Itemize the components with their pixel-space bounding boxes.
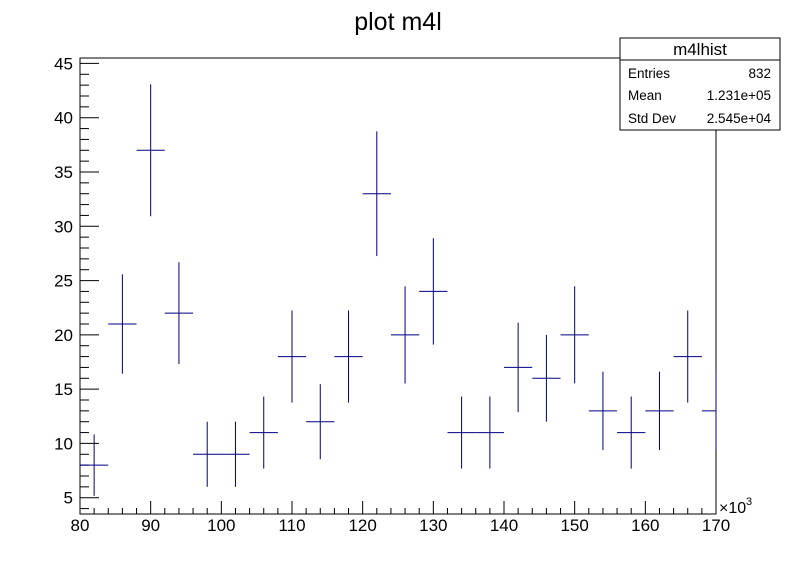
y-tick-label: 30 xyxy=(54,217,73,236)
data-point xyxy=(475,396,504,469)
y-tick-label: 15 xyxy=(54,380,73,399)
plot-frame xyxy=(79,57,717,515)
x-tick-label: 80 xyxy=(71,516,90,535)
stats-box-title: m4lhist xyxy=(673,40,727,59)
y-tick-label: 20 xyxy=(54,326,73,345)
x-tick-label: 90 xyxy=(141,516,160,535)
stats-stddev-label: Std Dev xyxy=(628,111,676,126)
data-point xyxy=(588,371,618,451)
data-point xyxy=(645,371,674,451)
data-point xyxy=(221,421,250,487)
y-axis: 5 10 15 20 25 30 35 40 45 xyxy=(54,54,99,510)
chart-title: plot m4l xyxy=(354,8,442,36)
stats-box-frame xyxy=(619,37,781,131)
stats-stddev-value: 2.545e+04 xyxy=(707,111,772,126)
x-axis: 80 90 100 110 120 130 140 150 160 170 xyxy=(71,501,730,535)
x-axis-exponent: ×10 3 xyxy=(719,496,752,517)
data-point xyxy=(80,434,109,496)
data-point xyxy=(164,262,194,365)
x-tick-label: 160 xyxy=(631,516,659,535)
y-tick-label: 5 xyxy=(64,489,73,508)
stats-box: m4lhist Entries 832 Mean 1.231e+05 Std D… xyxy=(619,37,781,131)
data-point xyxy=(108,274,137,374)
data-point xyxy=(673,310,702,403)
data-point xyxy=(277,310,307,403)
data-point xyxy=(617,396,646,469)
x-tick-label: 120 xyxy=(348,516,376,535)
x-axis-exponent-power: 3 xyxy=(746,496,752,508)
data-point xyxy=(532,334,561,422)
x-tick-label: 130 xyxy=(419,516,447,535)
data-point xyxy=(419,238,448,345)
stats-mean-value: 1.231e+05 xyxy=(707,88,771,103)
data-marks xyxy=(80,84,717,496)
data-point xyxy=(136,84,165,217)
y-tick-label: 25 xyxy=(54,272,73,291)
x-axis-exponent-base: ×10 xyxy=(719,500,746,517)
y-tick-label: 45 xyxy=(54,54,73,73)
y-tick-label: 40 xyxy=(54,109,73,128)
y-tick-label: 10 xyxy=(54,434,73,453)
x-tick-label: 140 xyxy=(490,516,518,535)
stats-mean-label: Mean xyxy=(628,88,662,103)
data-point xyxy=(362,131,391,257)
data-point xyxy=(560,286,589,384)
stats-entries-label: Entries xyxy=(628,66,670,81)
stats-entries-value: 832 xyxy=(748,66,771,81)
data-point xyxy=(390,286,420,384)
x-tick-label: 100 xyxy=(207,516,235,535)
data-point xyxy=(193,421,222,487)
x-tick-label: 110 xyxy=(278,516,305,535)
x-tick-label: 170 xyxy=(702,516,730,535)
data-point xyxy=(701,371,717,451)
data-point xyxy=(249,396,278,469)
data-point xyxy=(306,384,335,460)
data-point xyxy=(447,396,476,469)
y-tick-label: 35 xyxy=(54,163,73,182)
data-point xyxy=(334,310,363,403)
data-point xyxy=(504,322,533,413)
x-tick-label: 150 xyxy=(560,516,588,535)
